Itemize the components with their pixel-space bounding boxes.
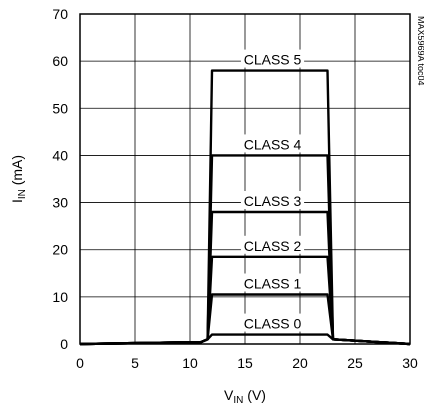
x-tick-label: 20 [292,355,308,371]
series-line [79,69,411,346]
x-tick-label: 30 [402,355,418,371]
x-tick-label: 0 [76,355,84,371]
y-tick-label: 50 [52,100,68,116]
x-tick-label: 5 [131,355,139,371]
x-axis-ticks: 0 5 10 15 20 25 30 [76,355,418,371]
y-axis-ticks: 0 10 20 30 40 50 60 70 [52,6,68,352]
y-axis-label: IIN (mA) [9,155,28,203]
chart-tag: MAX5969A toc04 [416,16,424,86]
x-tick-label: 15 [237,355,253,371]
series-label: CLASS 3 [244,193,302,209]
series-label-backdrop [240,49,305,68]
y-tick-label: 0 [60,336,68,352]
series-label-backdrop [240,235,305,254]
series-label: CLASS 2 [244,238,302,254]
y-tick-label: 30 [52,195,68,211]
series-label-backdrop [240,134,305,153]
y-tick-label: 40 [52,147,68,163]
x-axis-label-main: V [224,387,234,403]
plot-frame [79,13,411,345]
x-axis-label-subscript: IN [233,395,243,406]
x-axis-label: VIN (V) [224,387,266,406]
series-labels: CLASS 0 CLASS 1 CLASS 2 CLASS 3 CLASS 4 CLASS… [240,49,305,332]
series-label: CLASS 5 [244,52,302,68]
x-tick-label: 25 [347,355,363,371]
series-label: CLASS 0 [244,316,302,332]
x-tick-label: 10 [182,355,198,371]
y-tick-label: 60 [52,53,68,69]
series-label: CLASS 4 [244,136,302,152]
series-label-backdrop [240,273,305,292]
y-tick-label: 20 [52,242,68,258]
y-axis-label-subscript: IN [17,189,28,199]
y-axis-label-unit: (mA) [9,155,25,189]
y-tick-label: 10 [52,289,68,305]
y-tick-label: 70 [52,6,68,22]
series-label-backdrop [240,191,305,209]
series-lines [79,69,411,346]
y-axis-label-main: I [9,199,25,203]
series-label: CLASS 1 [244,276,302,292]
x-axis-label-unit: (V) [243,387,266,403]
series-label-backdrop [240,313,305,332]
